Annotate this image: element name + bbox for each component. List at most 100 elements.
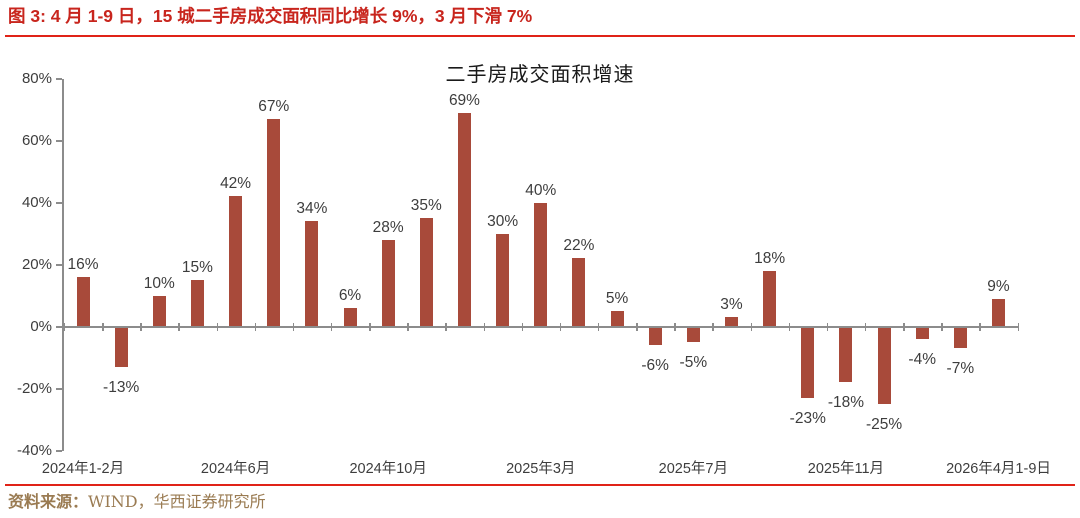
- bar: [763, 270, 777, 327]
- y-tick: [56, 450, 62, 452]
- bar: [496, 233, 510, 327]
- x-axis-label: 2024年6月: [200, 461, 271, 477]
- bar-value-label: -5%: [679, 354, 708, 371]
- bar-value-label: 10%: [143, 274, 175, 292]
- bar: [992, 298, 1005, 327]
- bar: [839, 326, 853, 383]
- y-axis-label: -40%: [16, 441, 52, 459]
- y-tick: [56, 78, 62, 80]
- bar: [419, 218, 433, 327]
- x-tick: [254, 322, 257, 331]
- x-axis-line: [62, 325, 1019, 328]
- x-axis-label: 2024年10月: [349, 461, 427, 477]
- y-axis-label: 80%: [21, 69, 52, 87]
- bar-value-label: -13%: [103, 378, 140, 396]
- bar-value-label: 69%: [448, 91, 480, 109]
- bar-value-label: 67%: [258, 97, 290, 115]
- x-axis-label: 2025年7月: [658, 461, 728, 477]
- bar: [877, 326, 891, 404]
- x-tick: [674, 322, 676, 331]
- bar-value-label: 30%: [487, 212, 519, 230]
- bar-value-label: 3%: [720, 296, 743, 314]
- bar: [267, 118, 281, 327]
- x-axis-label: 2025年11月: [807, 461, 885, 477]
- x-tick: [292, 322, 295, 331]
- bar-value-label: 15%: [181, 259, 213, 276]
- y-tick: [56, 326, 62, 328]
- x-tick: [521, 322, 524, 331]
- x-tick: [750, 322, 753, 331]
- bar-value-label: 6%: [338, 286, 362, 304]
- x-tick: [903, 322, 905, 331]
- bar: [572, 258, 586, 327]
- bar-value-label: -23%: [789, 409, 826, 427]
- bar-value-label: -4%: [908, 350, 936, 368]
- y-tick: [56, 140, 62, 142]
- bar-value-label: -6%: [641, 357, 669, 375]
- x-tick: [63, 322, 66, 331]
- bar-value-label: 18%: [754, 249, 786, 267]
- x-tick: [712, 322, 714, 331]
- chart-title: 二手房成交面积增速: [445, 62, 635, 86]
- x-tick: [483, 322, 486, 331]
- bar: [724, 317, 738, 327]
- x-tick: [1017, 322, 1020, 331]
- bar: [953, 326, 967, 349]
- x-tick: [102, 322, 104, 331]
- bar: [915, 326, 929, 339]
- x-tick: [407, 322, 409, 331]
- bar-value-label: -7%: [946, 360, 975, 378]
- bar: [381, 239, 395, 327]
- bar: [686, 326, 700, 342]
- y-axis-label: 60%: [21, 131, 52, 149]
- bar: [190, 280, 204, 327]
- x-tick: [979, 322, 981, 331]
- bar-value-label: 35%: [410, 197, 442, 214]
- bar-value-label: -18%: [827, 394, 864, 412]
- figure-title: 图 3: 4 月 1-9 日，15 城二手房成交面积同比增长 9%，3 月下滑 …: [8, 6, 533, 26]
- bar-value-label: 16%: [67, 255, 99, 273]
- bar-value-label: 9%: [987, 277, 1010, 295]
- x-tick: [330, 322, 333, 331]
- x-tick: [178, 322, 180, 331]
- bar-value-label: 42%: [220, 175, 252, 193]
- x-tick: [597, 322, 600, 331]
- x-tick: [864, 322, 867, 331]
- x-tick: [636, 322, 638, 331]
- bar-value-label: 28%: [372, 218, 404, 236]
- x-axis-label: 2024年1-2月: [41, 461, 125, 477]
- bar-value-label: 5%: [605, 290, 629, 307]
- x-tick: [559, 322, 562, 331]
- x-tick: [941, 322, 943, 331]
- x-tick: [826, 322, 829, 331]
- x-tick: [216, 322, 218, 331]
- bar: [76, 276, 90, 327]
- bar: [343, 307, 357, 327]
- bar: [305, 221, 319, 327]
- x-axis-label: 2026年4月1-9日: [946, 461, 1051, 477]
- x-tick: [140, 322, 142, 331]
- bar: [610, 311, 624, 327]
- top-rule: [5, 35, 1075, 37]
- y-tick: [56, 388, 62, 390]
- y-axis-label: 0%: [30, 317, 52, 335]
- x-tick: [445, 322, 447, 331]
- x-axis-label: 2025年3月: [506, 461, 576, 477]
- bar: [534, 202, 548, 327]
- bottom-rule: [5, 484, 1075, 486]
- y-axis-label: -20%: [16, 379, 52, 397]
- bar-value-label: -25%: [865, 416, 903, 433]
- bar-value-label: 34%: [296, 200, 328, 218]
- bar: [801, 326, 815, 398]
- bar: [648, 326, 662, 346]
- bar-value-label: 22%: [563, 237, 595, 255]
- bar: [114, 326, 128, 367]
- y-axis-label: 20%: [21, 255, 52, 273]
- y-axis-label: 40%: [21, 193, 52, 211]
- y-tick: [56, 202, 62, 204]
- source-label: 资料来源：: [8, 492, 89, 511]
- bar: [152, 295, 166, 327]
- bar: [229, 196, 243, 327]
